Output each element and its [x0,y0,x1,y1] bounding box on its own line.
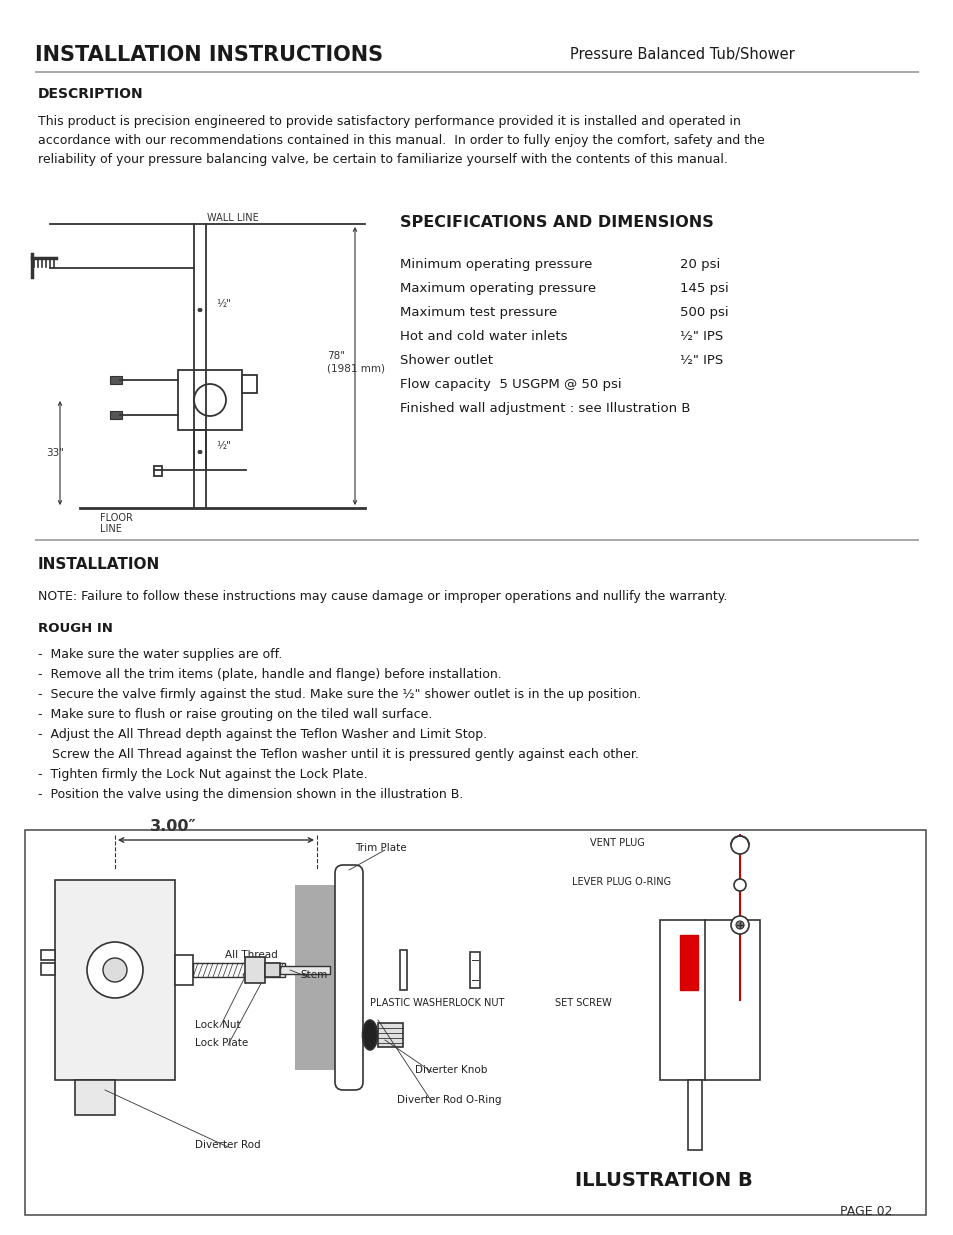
Text: Lock Nut: Lock Nut [194,1020,240,1030]
Text: ½" IPS: ½" IPS [679,354,722,367]
Bar [178,370,242,430]
Text: -  Make sure the water supplies are off.: - Make sure the water supplies are off. [38,648,282,661]
Text: Diverter Knob: Diverter Knob [415,1065,487,1074]
Bar [174,955,193,986]
Bar [153,466,162,475]
Text: FLOOR: FLOOR [100,513,132,522]
Text: Finished wall adjustment : see Illustration B: Finished wall adjustment : see Illustrat… [399,403,690,415]
Text: 145 psi: 145 psi [679,282,728,295]
Text: Screw the All Thread against the Teflon washer until it is pressured gently agai: Screw the All Thread against the Teflon … [52,748,639,761]
Bar [242,375,256,393]
Circle shape [730,916,748,934]
Text: ROUGH IN: ROUGH IN [38,622,112,635]
Text: 20 psi: 20 psi [679,258,720,270]
FancyBboxPatch shape [335,864,363,1091]
Text: PLASTIC WASHER: PLASTIC WASHER [370,998,455,1008]
Text: ½": ½" [215,299,231,309]
Bar [659,920,760,1079]
Text: PAGE 02: PAGE 02 [840,1205,892,1218]
Circle shape [733,879,745,890]
Text: SPECIFICATIONS AND DIMENSIONS: SPECIFICATIONS AND DIMENSIONS [399,215,713,230]
Ellipse shape [362,1020,377,1050]
Text: ILLUSTRATION B: ILLUSTRATION B [575,1171,752,1191]
Text: Hot and cold water inlets: Hot and cold water inlets [399,330,567,343]
Text: VENT PLUG: VENT PLUG [589,839,644,848]
Text: 500 psi: 500 psi [679,306,728,319]
Bar [245,957,265,983]
Bar [377,1023,402,1047]
Circle shape [103,958,127,982]
Text: WALL LINE: WALL LINE [207,212,258,224]
Bar [399,950,407,990]
Bar [25,830,925,1215]
Text: LEVER PLUG O-RING: LEVER PLUG O-RING [572,877,670,887]
Text: All Thread: All Thread [225,950,277,960]
Text: Lock Plate: Lock Plate [194,1037,248,1049]
Text: ½": ½" [215,441,231,451]
Text: Maximum test pressure: Maximum test pressure [399,306,557,319]
Text: Minimum operating pressure: Minimum operating pressure [399,258,592,270]
Text: 3.00″: 3.00″ [150,819,196,834]
Bar [55,881,174,1079]
Circle shape [730,836,748,853]
Text: Flow capacity  5 USGPM @ 50 psi: Flow capacity 5 USGPM @ 50 psi [399,378,621,391]
Bar [193,963,285,977]
Bar [280,966,330,974]
Text: Shower outlet: Shower outlet [399,354,493,367]
Bar [679,935,698,990]
Text: -  Tighten firmly the Lock Nut against the Lock Plate.: - Tighten firmly the Lock Nut against th… [38,768,367,781]
Circle shape [87,942,143,998]
Text: DESCRIPTION: DESCRIPTION [38,86,144,101]
Text: INSTALLATION: INSTALLATION [38,557,160,572]
Text: SET SCREW: SET SCREW [555,998,611,1008]
Bar [110,411,122,419]
Bar [110,375,122,384]
Text: -  Adjust the All Thread depth against the Teflon Washer and Limit Stop.: - Adjust the All Thread depth against th… [38,727,487,741]
Bar [470,952,479,988]
Text: -  Remove all the trim items (plate, handle and flange) before installation.: - Remove all the trim items (plate, hand… [38,668,501,680]
Circle shape [193,384,226,416]
Text: LINE: LINE [100,524,122,534]
Bar [41,963,55,974]
Text: This product is precision engineered to provide satisfactory performance provide: This product is precision engineered to … [38,115,764,165]
Text: INSTALLATION INSTRUCTIONS: INSTALLATION INSTRUCTIONS [35,44,383,65]
Bar [41,950,55,960]
Text: Diverter Rod O-Ring: Diverter Rod O-Ring [396,1095,501,1105]
Bar [294,885,339,1070]
Bar [75,1079,115,1115]
Text: NOTE: Failure to follow these instructions may cause damage or improper operatio: NOTE: Failure to follow these instructio… [38,590,726,603]
Text: LOCK NUT: LOCK NUT [455,998,504,1008]
Text: -  Position the valve using the dimension shown in the illustration B.: - Position the valve using the dimension… [38,788,463,802]
Text: Diverter Rod: Diverter Rod [194,1140,260,1150]
Text: Stem: Stem [299,969,327,981]
Text: -  Make sure to flush or raise grouting on the tiled wall surface.: - Make sure to flush or raise grouting o… [38,708,432,721]
Text: Maximum operating pressure: Maximum operating pressure [399,282,596,295]
Text: -  Secure the valve firmly against the stud. Make sure the ½" shower outlet is i: - Secure the valve firmly against the st… [38,688,640,701]
Text: 78"
(1981 mm): 78" (1981 mm) [327,351,385,373]
Text: 33": 33" [46,448,64,458]
Bar [687,1079,701,1150]
Circle shape [735,921,743,929]
Text: Pressure Balanced Tub/Shower: Pressure Balanced Tub/Shower [569,47,794,62]
Text: ½" IPS: ½" IPS [679,330,722,343]
Text: Trim Plate: Trim Plate [355,844,406,853]
Bar [265,963,280,977]
